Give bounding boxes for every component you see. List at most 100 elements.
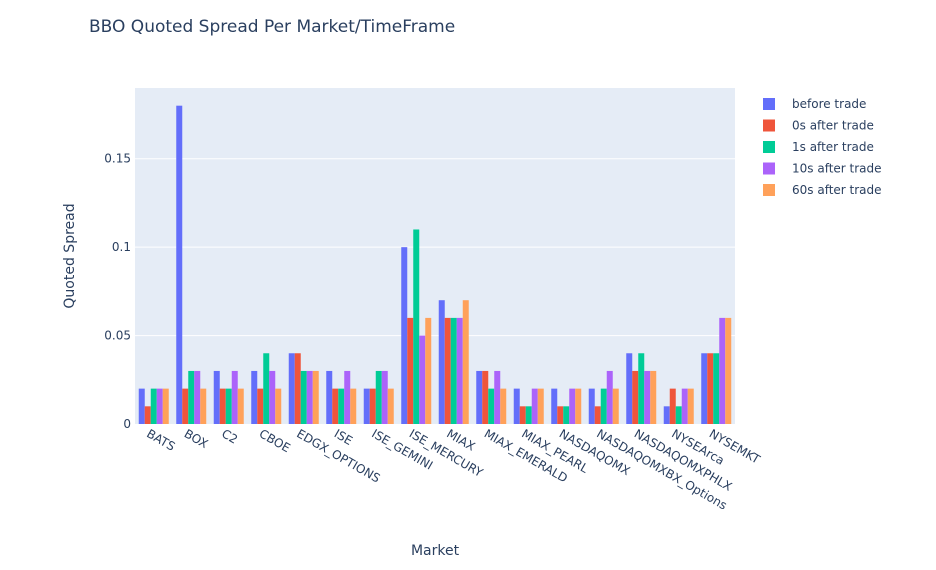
gridlines: [135, 158, 735, 337]
bar-EDGX_OPTIONS-1: [294, 353, 301, 424]
y-tick-label: 0.05: [104, 329, 131, 343]
bar-CBOE-3: [269, 370, 276, 424]
y-tick-label: 0: [123, 417, 131, 431]
y-tick-label: 0.15: [104, 152, 131, 166]
legend-label[interactable]: before trade: [792, 97, 866, 111]
bar-ISE_MERCURY-4: [425, 317, 432, 424]
bar-NASDAQOMXPHLX-2: [638, 353, 645, 424]
bar-MIAX-0: [438, 300, 445, 424]
bar-MIAX_PEARL-4: [537, 388, 544, 424]
bar-NASDAQOMXBX_Options-1: [594, 406, 601, 424]
bar-NASDAQOMXBX_Options-3: [606, 370, 613, 424]
legend-label[interactable]: 60s after trade: [792, 183, 882, 197]
bar-C2-3: [231, 370, 238, 424]
bar-NASDAQOMXPHLX-0: [626, 353, 633, 424]
bar-NASDAQOMXPHLX-1: [632, 370, 639, 424]
bar-NYSEMKT-4: [725, 317, 732, 424]
bar-NASDAQOMX-2: [563, 406, 570, 424]
y-axis-title: Quoted Spread: [62, 203, 78, 308]
bar-BOX-1: [182, 388, 189, 424]
bar-CBOE-4: [275, 388, 282, 424]
y-tick-label: 0.1: [112, 240, 131, 254]
bar-NYSEMKT-2: [713, 353, 720, 424]
bar-ISE_MERCURY-2: [413, 229, 420, 424]
bar-C2-2: [225, 388, 232, 424]
bar-ISE_GEMINI-2: [375, 370, 382, 424]
bar-EDGX_OPTIONS-4: [312, 370, 319, 424]
bar-BOX-2: [188, 370, 195, 424]
bar-MIAX_EMERALD-1: [482, 370, 489, 424]
bar-NYSEArca-2: [675, 406, 682, 424]
plot-area: [135, 88, 735, 424]
bar-NASDAQOMX-0: [551, 388, 558, 424]
legend-swatch[interactable]: [763, 119, 775, 132]
x-tick-label: BATS: [144, 426, 177, 453]
bar-MIAX_PEARL-2: [525, 406, 532, 424]
bar-ISE-0: [326, 370, 333, 424]
bar-NYSEArca-3: [681, 388, 688, 424]
bar-NASDAQOMX-1: [557, 406, 564, 424]
bar-EDGX_OPTIONS-2: [300, 370, 307, 424]
bar-C2-1: [219, 388, 226, 424]
bar-MIAX-3: [456, 317, 463, 424]
legend-swatch[interactable]: [763, 141, 775, 153]
bar-ISE_GEMINI-0: [363, 388, 370, 424]
bar-NYSEMKT-0: [701, 353, 708, 424]
bar-ISE_GEMINI-1: [369, 388, 376, 424]
bar-MIAX-1: [444, 317, 451, 424]
bar-NYSEMKT-1: [707, 353, 714, 424]
bar-MIAX_EMERALD-4: [500, 388, 507, 424]
bar-CBOE-1: [257, 388, 264, 424]
bar-BATS-3: [156, 388, 163, 424]
bar-C2-0: [213, 370, 220, 424]
bar-CBOE-2: [263, 353, 270, 424]
bar-NASDAQOMXPHLX-4: [650, 370, 657, 424]
bar-NASDAQOMXBX_Options-0: [588, 388, 595, 424]
x-tick-label: BOX: [182, 426, 211, 451]
bar-ISE_MERCURY-3: [419, 335, 426, 424]
legend-label[interactable]: 0s after trade: [792, 119, 874, 133]
bar-NASDAQOMXPHLX-3: [644, 370, 651, 424]
bar-MIAX_PEARL-1: [519, 406, 526, 424]
bar-EDGX_OPTIONS-3: [306, 370, 313, 424]
legend-swatch[interactable]: [763, 184, 775, 196]
x-axis-title: Market: [411, 543, 460, 559]
legend-swatch[interactable]: [763, 162, 775, 175]
bar-NASDAQOMX-3: [569, 388, 576, 424]
bar-BATS-2: [150, 388, 157, 424]
bar-MIAX-4: [462, 300, 469, 424]
bar-MIAX_EMERALD-2: [488, 388, 495, 424]
x-tick-label: CBOE: [257, 426, 293, 455]
bar-MIAX_PEARL-0: [513, 388, 520, 424]
bars: [138, 105, 732, 425]
bar-BATS-1: [144, 406, 151, 424]
bar-ISE-3: [344, 370, 351, 424]
bar-BATS-4: [162, 388, 169, 424]
y-tick-labels: 0 0.05 0.1 0.15: [104, 152, 131, 431]
bar-BOX-3: [194, 370, 201, 424]
bar-NYSEArca-0: [663, 406, 670, 424]
bar-ISE_GEMINI-3: [381, 370, 388, 424]
chart-title: BBO Quoted Spread Per Market/TimeFrame: [89, 17, 455, 37]
legend-swatch[interactable]: [763, 98, 775, 110]
bar-ISE_MERCURY-0: [401, 247, 408, 424]
legend-label[interactable]: 10s after trade: [792, 162, 882, 176]
bar-C2-4: [237, 388, 244, 424]
bar-MIAX_EMERALD-0: [476, 370, 483, 424]
bar-BATS-0: [138, 388, 145, 424]
bar-ISE-4: [350, 388, 357, 424]
legend: before trade 0s after trade 1s after trade…: [763, 97, 882, 197]
x-tick-label: ISE: [332, 426, 355, 447]
bar-MIAX_EMERALD-3: [494, 370, 501, 424]
legend-label[interactable]: 1s after trade: [792, 140, 874, 154]
bar-NASDAQOMXBX_Options-4: [612, 388, 619, 424]
bar-CBOE-0: [251, 370, 258, 424]
bar-NASDAQOMXBX_Options-2: [600, 388, 607, 424]
bar-MIAX_PEARL-3: [531, 388, 538, 424]
bar-ISE_GEMINI-4: [387, 388, 394, 424]
bar-BOX-0: [176, 105, 183, 425]
bar-NYSEArca-4: [687, 388, 694, 424]
bar-ISE-1: [332, 388, 339, 424]
